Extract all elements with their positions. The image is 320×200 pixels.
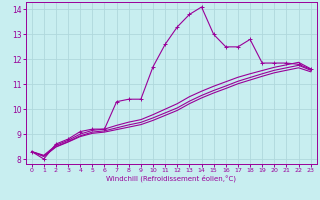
- X-axis label: Windchill (Refroidissement éolien,°C): Windchill (Refroidissement éolien,°C): [106, 175, 236, 182]
